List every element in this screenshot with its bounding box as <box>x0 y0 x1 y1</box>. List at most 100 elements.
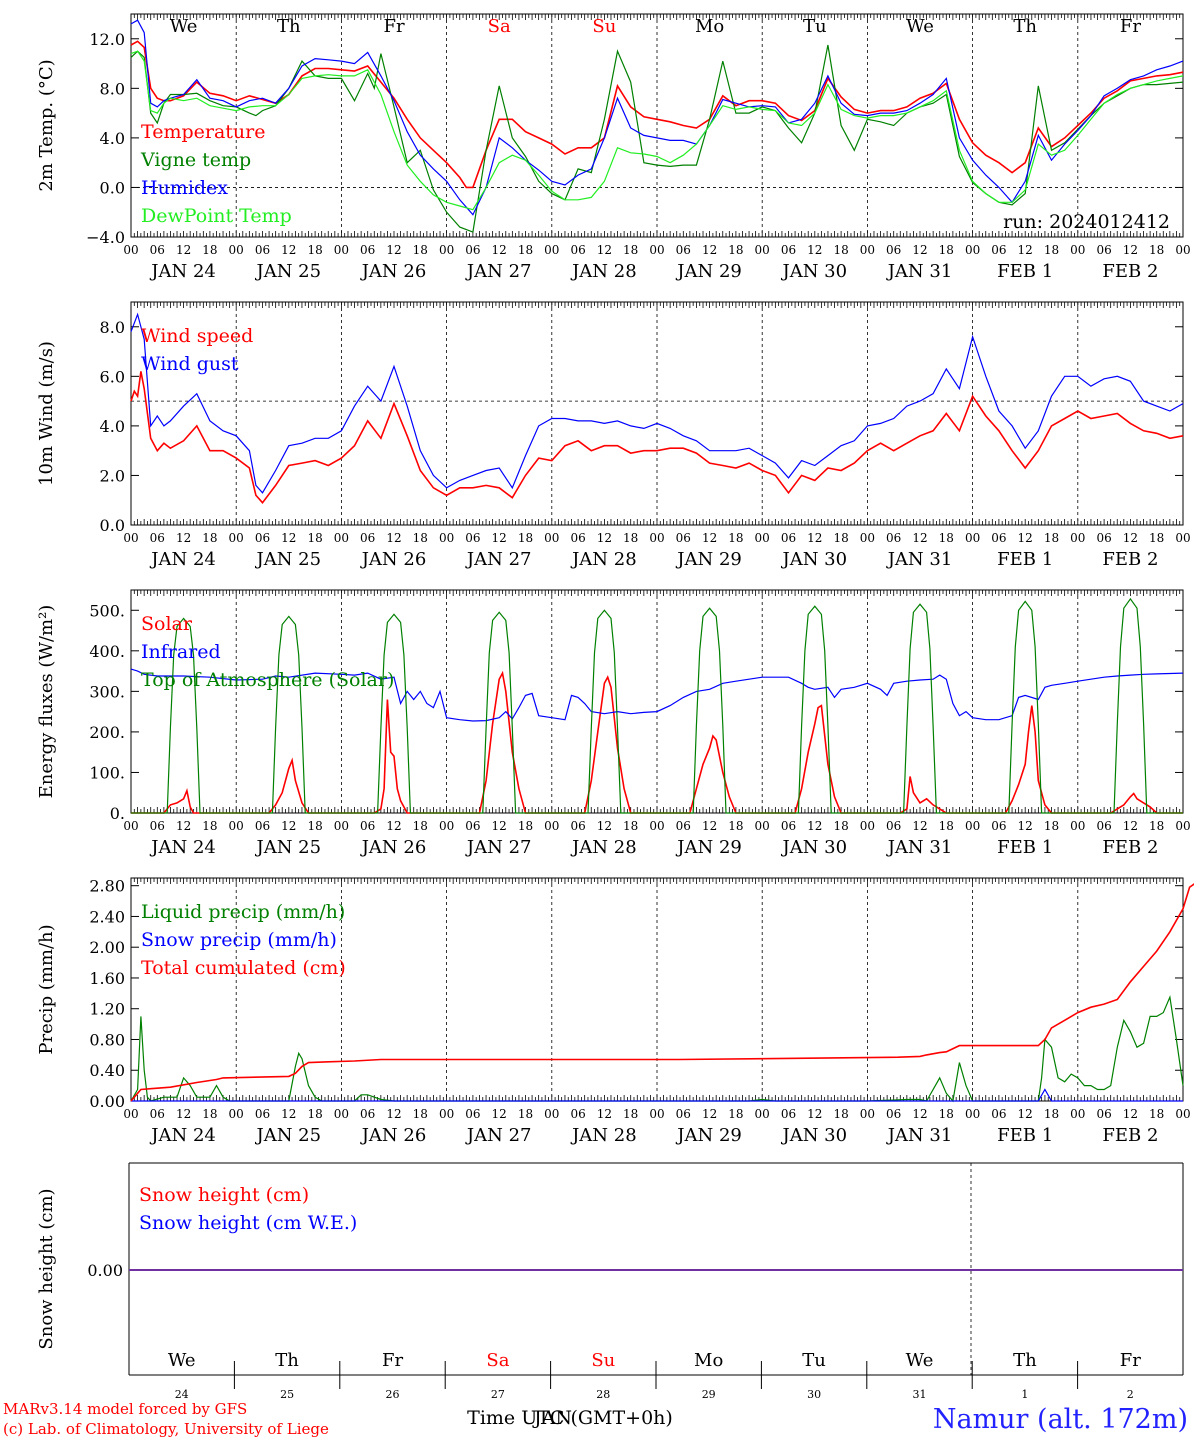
date-label: JAN 31 <box>886 261 953 282</box>
weekday-label: Th <box>1013 16 1037 37</box>
hour-tick-label: 12 <box>597 819 612 833</box>
hour-tick-label: 06 <box>465 243 480 257</box>
hour-tick-label: 06 <box>886 819 901 833</box>
date-label: JAN 31 <box>886 1125 953 1146</box>
hour-tick-label: 12 <box>1123 819 1138 833</box>
y-tick-label: 2.00 <box>89 938 125 957</box>
legend-entry: Humidex <box>141 177 228 199</box>
y-tick-label: 1.60 <box>89 969 125 988</box>
hour-tick-label: 00 <box>123 1107 138 1121</box>
hour-tick-label: 00 <box>544 243 559 257</box>
date-label: FEB 1 <box>997 549 1053 570</box>
hour-tick-label: 18 <box>623 819 638 833</box>
hour-tick-label: 12 <box>702 243 717 257</box>
hour-tick-label: 06 <box>255 243 270 257</box>
hour-tick-label: 18 <box>518 819 533 833</box>
hour-tick-label: 06 <box>886 243 901 257</box>
hour-tick-label: 00 <box>860 1107 875 1121</box>
hour-tick-label: 00 <box>439 531 454 545</box>
hour-tick-label: 18 <box>518 1107 533 1121</box>
hour-tick-label: 00 <box>229 531 244 545</box>
y-axis-title: 10m Wind (m/s) <box>36 341 57 486</box>
y-axis-title: 2m Temp. (°C) <box>36 59 57 191</box>
hour-tick-label: 06 <box>1096 819 1111 833</box>
hour-tick-label: 18 <box>1149 531 1164 545</box>
day-number-label: 28 <box>596 1388 610 1401</box>
legend-entry: Top of Atmosphere (Solar) <box>141 669 394 691</box>
date-label: JAN 28 <box>570 549 637 570</box>
y-tick-label: 0.40 <box>89 1061 125 1080</box>
hour-tick-label: 00 <box>965 243 980 257</box>
hour-tick-label: 12 <box>912 243 927 257</box>
hour-tick-label: 06 <box>676 1107 691 1121</box>
hour-tick-label: 00 <box>123 531 138 545</box>
series-line <box>131 597 1183 814</box>
run-annotation: run: 2024012412 <box>1003 211 1170 233</box>
hour-tick-label: 00 <box>860 819 875 833</box>
day-number-label: 31 <box>913 1388 927 1401</box>
hour-tick-label: 06 <box>886 531 901 545</box>
y-tick-label: 4.0 <box>100 129 125 148</box>
hour-tick-label: 06 <box>1096 1107 1111 1121</box>
hour-tick-label: 12 <box>492 1107 507 1121</box>
hour-tick-label: 18 <box>833 531 848 545</box>
date-label: JAN 28 <box>570 261 637 282</box>
day-number-label: 24 <box>175 1388 189 1401</box>
hour-tick-label: 12 <box>912 531 927 545</box>
weekday-label: Fr <box>383 16 404 37</box>
y-tick-label: 0.00 <box>89 1092 125 1111</box>
hour-tick-label: 06 <box>781 243 796 257</box>
hour-tick-label: 06 <box>1096 531 1111 545</box>
hour-tick-label: 00 <box>544 819 559 833</box>
date-label: JAN 30 <box>781 261 848 282</box>
hour-tick-label: 12 <box>1018 819 1033 833</box>
hour-tick-label: 18 <box>623 243 638 257</box>
hour-tick-label: 06 <box>886 1107 901 1121</box>
date-label: JAN 28 <box>570 1125 637 1146</box>
hour-tick-label: 06 <box>781 531 796 545</box>
hour-tick-label: 00 <box>544 1107 559 1121</box>
date-label: FEB 1 <box>997 261 1053 282</box>
plot-frame <box>130 589 1184 814</box>
hour-tick-label: 06 <box>255 819 270 833</box>
model-credit: MARv3.14 model forced by GFS <box>3 1400 247 1418</box>
hour-tick-label: 18 <box>728 1107 743 1121</box>
y-tick-label: 200. <box>89 723 125 742</box>
hour-tick-label: 18 <box>307 819 322 833</box>
series-line <box>130 19 1184 216</box>
hour-tick-label: 18 <box>1149 1107 1164 1121</box>
hour-tick-label: 18 <box>1149 243 1164 257</box>
hour-tick-label: 12 <box>912 1107 927 1121</box>
hour-tick-label: 18 <box>1044 819 1059 833</box>
date-label: JAN 31 <box>886 549 953 570</box>
hour-tick-label: 18 <box>1044 243 1059 257</box>
day-number-label: 30 <box>807 1388 821 1401</box>
hour-tick-label: 18 <box>202 243 217 257</box>
y-tick-label: 8.0 <box>100 318 125 337</box>
date-label: JAN 25 <box>255 1125 322 1146</box>
hour-tick-label: 00 <box>229 1107 244 1121</box>
date-label: JAN 29 <box>675 837 742 858</box>
hour-tick-label: 18 <box>1149 819 1164 833</box>
y-axis-title: Energy fluxes (W/m²) <box>36 605 57 799</box>
hour-tick-label: 18 <box>413 243 428 257</box>
hour-tick-label: 00 <box>439 819 454 833</box>
y-tick-label: 500. <box>89 601 125 620</box>
date-label: JAN 30 <box>781 837 848 858</box>
hour-tick-label: 06 <box>781 1107 796 1121</box>
hour-tick-label: 06 <box>465 531 480 545</box>
hour-tick-label: 12 <box>176 1107 191 1121</box>
hour-tick-label: 18 <box>413 1107 428 1121</box>
weekday-label: Tu <box>803 16 827 37</box>
y-tick-label: 0. <box>110 804 125 823</box>
panel-3: 00 06 12 18 00 06 12 18 00 06 12 18 00 06 12 18 00 06 12 18… <box>36 589 1191 858</box>
hour-tick-label: 06 <box>991 243 1006 257</box>
hour-tick-label: 06 <box>360 1107 375 1121</box>
date-label: JAN 27 <box>465 261 532 282</box>
y-tick-label: 0.80 <box>89 1030 125 1049</box>
hour-tick-label: 00 <box>965 819 980 833</box>
weekday-label: Sa <box>488 16 511 37</box>
hour-tick-label: 18 <box>939 819 954 833</box>
hour-tick-label: 18 <box>202 1107 217 1121</box>
weekday-label: Mo <box>694 1350 723 1371</box>
